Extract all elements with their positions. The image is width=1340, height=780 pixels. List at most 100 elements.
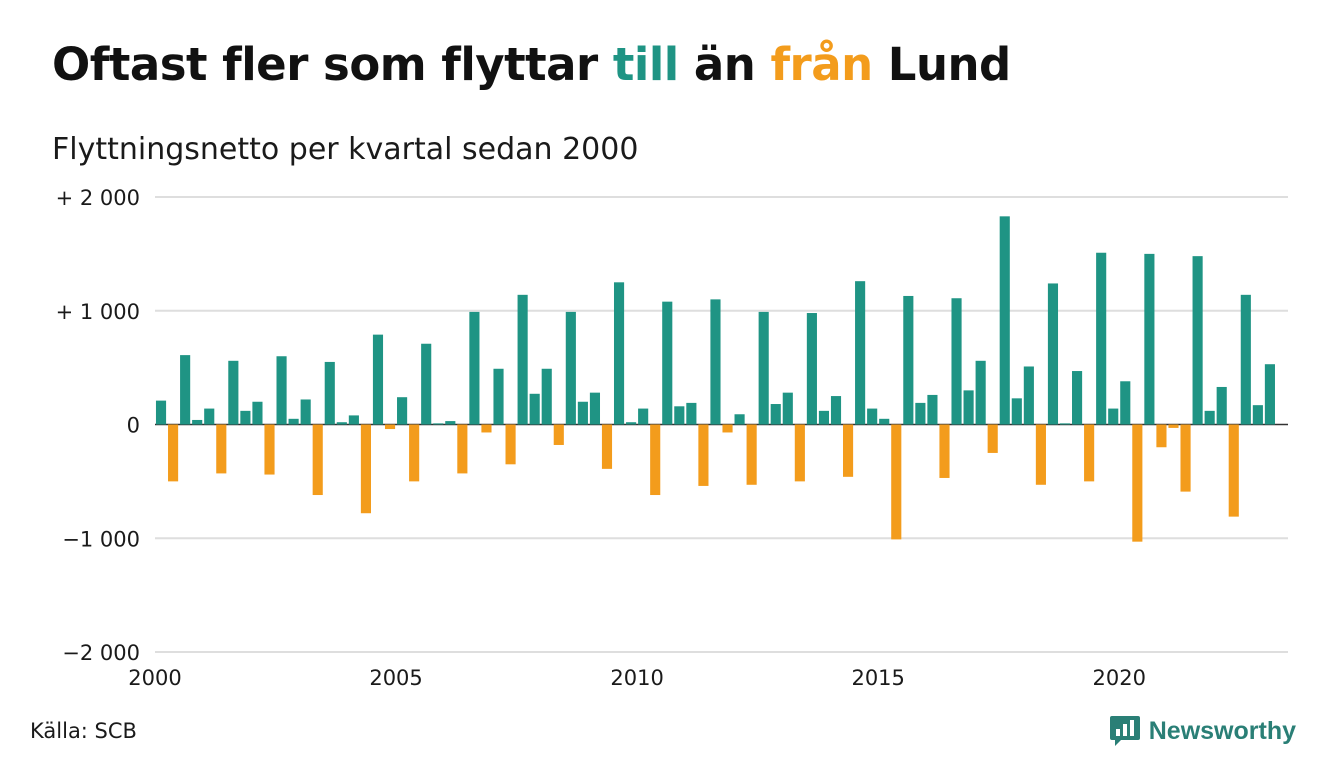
- bar: [264, 424, 275, 475]
- y-tick-label: −1 000: [62, 527, 140, 551]
- bar: [794, 424, 805, 482]
- bar: [240, 410, 251, 425]
- x-tick-label: 2015: [851, 666, 904, 690]
- bar: [348, 415, 359, 425]
- bar: [1156, 424, 1167, 448]
- bar: [276, 356, 287, 425]
- bar: [1072, 371, 1083, 425]
- bar: [806, 313, 817, 425]
- bar: [457, 424, 468, 474]
- bar: [975, 360, 986, 425]
- y-tick-label: −2 000: [62, 641, 140, 665]
- y-tick-label: + 1 000: [56, 300, 140, 324]
- bar: [252, 401, 263, 425]
- bar: [855, 281, 866, 425]
- bar: [469, 311, 480, 425]
- brand: Newsworthy: [1109, 714, 1296, 748]
- bar: [372, 334, 384, 425]
- bar: [481, 424, 492, 433]
- bar: [155, 400, 167, 425]
- newsworthy-logo-icon: [1109, 716, 1140, 746]
- x-tick-label: 2000: [128, 666, 181, 690]
- bar: [1132, 424, 1143, 542]
- bar: [1252, 405, 1263, 425]
- bar: [758, 311, 769, 425]
- bar: [384, 424, 396, 430]
- bar: [867, 408, 878, 425]
- bar: [1023, 366, 1034, 425]
- bar: [1180, 424, 1191, 492]
- title-part-1: Oftast fler som flyttar: [52, 38, 613, 91]
- bar: [589, 392, 601, 425]
- bar: [601, 424, 613, 469]
- bar: [517, 294, 528, 425]
- bar: [842, 424, 854, 477]
- bar: [1204, 410, 1215, 425]
- bar: [288, 418, 299, 425]
- bar: [626, 422, 637, 425]
- bar: [722, 424, 733, 433]
- bar: [180, 355, 191, 425]
- bar: [433, 423, 444, 425]
- bar: [830, 396, 842, 425]
- bar: [360, 424, 371, 514]
- bar: [1240, 294, 1251, 425]
- bar: [963, 390, 974, 425]
- bar: [397, 397, 408, 425]
- bar: [192, 419, 203, 425]
- bar: [577, 401, 588, 425]
- bar: [879, 418, 890, 425]
- bar: [541, 368, 552, 425]
- bar: [734, 414, 745, 425]
- bar: [300, 399, 311, 425]
- bar: [951, 298, 962, 425]
- bar: [1144, 253, 1155, 425]
- bar: [529, 393, 540, 425]
- bar: [409, 424, 420, 482]
- bar: [1216, 386, 1227, 425]
- title-part-2: än: [678, 38, 771, 91]
- title-fran: från: [770, 38, 873, 91]
- bar: [445, 421, 456, 425]
- bar: [1168, 424, 1179, 428]
- x-tick-label: 2005: [369, 666, 422, 690]
- bar: [782, 392, 793, 425]
- bar: [1264, 364, 1275, 425]
- bar: [1120, 381, 1131, 425]
- bar: [204, 408, 215, 425]
- chart-subtitle: Flyttningsnetto per kvartal sedan 2000: [52, 132, 639, 167]
- bar: [1096, 252, 1107, 425]
- source-label: Källa: SCB: [30, 719, 137, 743]
- bar: [770, 404, 781, 425]
- title-till: till: [612, 38, 679, 91]
- bar: [818, 410, 830, 425]
- y-tick-label: + 2 000: [56, 186, 140, 210]
- bar: [915, 402, 926, 425]
- bar: [324, 361, 335, 425]
- bar: [1192, 256, 1203, 425]
- bar: [1228, 424, 1239, 517]
- bar: [927, 394, 938, 425]
- bar: [421, 343, 432, 425]
- bar: [553, 424, 564, 445]
- x-tick-label: 2020: [1093, 666, 1146, 690]
- y-tick-label: 0: [127, 414, 140, 438]
- bar: [1047, 283, 1059, 425]
- bar: [638, 408, 649, 425]
- bar: [1035, 424, 1046, 485]
- bar: [336, 422, 347, 425]
- bar: [903, 295, 914, 425]
- bar: [493, 368, 504, 425]
- bar: [891, 424, 902, 540]
- bar: [710, 299, 721, 425]
- bar: [613, 282, 625, 425]
- bar: [999, 216, 1010, 425]
- bar: [674, 406, 685, 425]
- title-part-3: Lund: [872, 38, 1011, 91]
- bar: [1108, 408, 1119, 425]
- bar: [1059, 423, 1071, 425]
- bar: [987, 424, 998, 453]
- bar: [939, 424, 950, 478]
- x-tick-label: 2010: [610, 666, 663, 690]
- bar: [698, 424, 709, 486]
